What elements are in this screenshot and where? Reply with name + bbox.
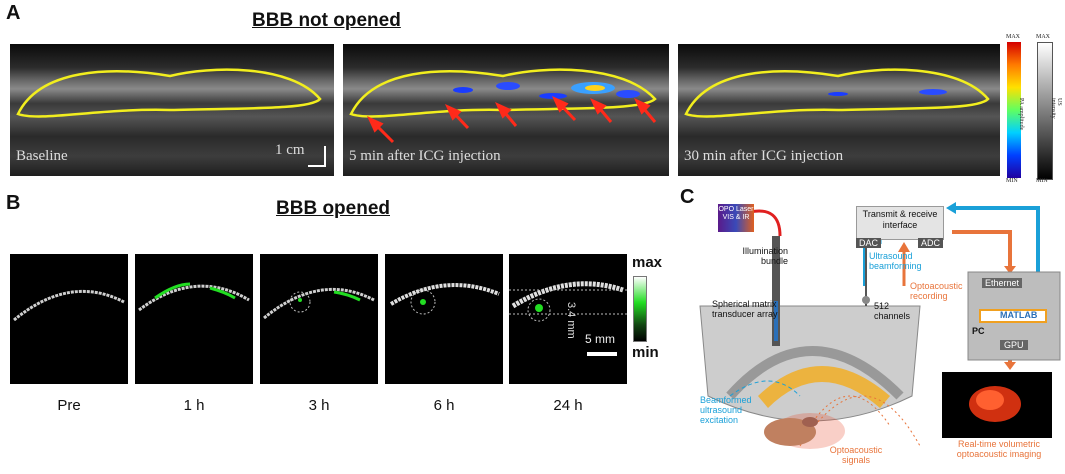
timepoint-label: 24 h <box>553 397 583 414</box>
image-label: 30 min after ICG injection <box>684 148 844 164</box>
us-beamforming-label: Ultrasound beamforming <box>869 251 922 271</box>
channels-label: 512 channels <box>874 301 911 321</box>
us-image-30min: 30 min after ICG injection <box>678 44 1000 176</box>
pa-colorbar <box>1007 42 1021 178</box>
timepoint-image-24h: 3.4 mm 5 mm <box>509 254 627 384</box>
timepoint-image-1h <box>135 254 253 384</box>
panel-b-heading: BBB opened <box>276 198 390 219</box>
opo-laser-box: OPO Laser VIS & IR <box>718 204 754 232</box>
pc-label: PC <box>972 326 985 336</box>
timepoint-label: Pre <box>57 397 81 414</box>
illumination-label: Illumination bundle <box>742 246 788 266</box>
green-colorbar <box>633 276 647 342</box>
timepoint-label: 6 h <box>433 397 455 414</box>
us-colorbar <box>1037 42 1053 180</box>
transducer-label: Spherical matrix transducer array <box>712 299 778 319</box>
us-colorbar-title: US intensity <box>1050 98 1062 119</box>
matlab-box: MATLAB <box>1000 310 1038 320</box>
us-colorbar-min: MIN <box>1036 178 1048 184</box>
gpu-box: GPU <box>1000 340 1028 350</box>
panel-a-letter: A <box>6 2 21 24</box>
us-colorbar-max: MAX <box>1036 34 1051 40</box>
interface-box: Transmit & receive interface <box>856 206 944 240</box>
colorbar-max: max <box>632 254 663 271</box>
us-image-baseline: Baseline 1 cm <box>10 44 334 176</box>
ethernet-box: Ethernet <box>982 278 1023 288</box>
panel-b-letter: B <box>6 192 21 214</box>
panel-a-heading: BBB not opened <box>252 10 401 31</box>
timepoint-image-pre <box>10 254 128 384</box>
beamformed-label: Beamformed ultrasound excitation <box>700 395 752 425</box>
colorbar-min: min <box>632 344 659 361</box>
timepoint-image-3h <box>260 254 378 384</box>
panel-c-letter: C <box>680 186 695 208</box>
adc-box: ADC <box>918 238 944 248</box>
oa-signals-label: Optoacoustic signals <box>829 445 883 465</box>
scalebar-label: 1 cm <box>275 142 305 158</box>
realtime-label: Real-time volumetric optoacoustic imagin… <box>956 439 1042 459</box>
pa-colorbar-max: MAX <box>1006 34 1021 40</box>
pa-colorbar-min: MIN <box>1006 178 1018 184</box>
pa-colorbar-title: PA amplitude <box>1018 98 1024 131</box>
timepoint-label: 3 h <box>308 397 330 414</box>
oa-recording-label: Optoacoustic recording <box>910 281 963 301</box>
us-image-5min: 5 min after ICG injection <box>343 44 669 176</box>
image-label: Baseline <box>16 148 68 164</box>
system-diagram <box>699 202 1061 449</box>
dac-box: DAC <box>856 238 882 248</box>
timepoint-image-6h <box>385 254 503 384</box>
timepoint-label: 1 h <box>183 397 205 414</box>
image-label: 5 min after ICG injection <box>349 148 501 164</box>
depth-label: 3.4 mm <box>565 302 577 339</box>
scalebar-label: 5 mm <box>585 332 615 346</box>
